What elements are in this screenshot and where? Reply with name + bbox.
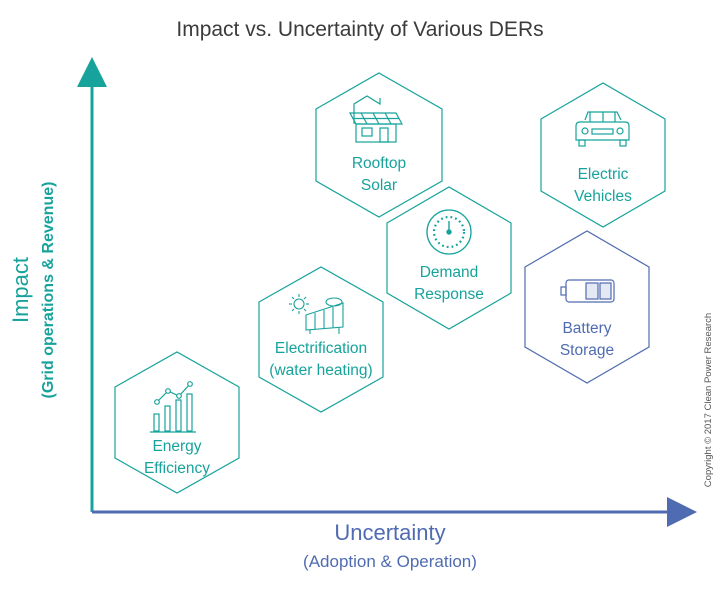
label-line-1: Energy xyxy=(152,438,202,455)
y-axis-subtitle: (Grid operations & Revenue) xyxy=(40,181,57,399)
label-line-1: Battery xyxy=(562,320,612,337)
label-line-1: Electrification xyxy=(274,340,368,357)
x-axis-title: Uncertainty xyxy=(334,520,446,545)
copyright-text: Copyright © 2017 Clean Power Research xyxy=(703,312,714,488)
label-energy-efficiency: Energy Efficiency xyxy=(112,436,242,480)
label-rooftop-solar: Rooftop Solar xyxy=(314,153,444,197)
label-demand-response: Demand Response xyxy=(384,262,514,306)
bar-chart-icon xyxy=(150,381,196,433)
hex-energy-efficiency xyxy=(114,351,240,494)
label-line-2: Solar xyxy=(360,177,398,194)
car-icon xyxy=(575,111,630,147)
label-line-2: Storage xyxy=(559,342,615,359)
label-electrification: Electrification (water heating) xyxy=(256,338,386,382)
diagram-title: Impact vs. Uncertainty of Various DERs xyxy=(176,18,544,41)
label-electric-vehicles: Electric Vehicles xyxy=(538,164,668,208)
label-line-1: Demand xyxy=(419,264,479,281)
label-battery-storage: Battery Storage xyxy=(522,318,652,362)
hex-rooftop-solar xyxy=(315,72,443,218)
hex-demand-response xyxy=(386,186,512,330)
hex-battery-storage xyxy=(524,230,650,384)
gauge-dial-icon xyxy=(426,209,472,255)
house-solar-panel-icon xyxy=(348,95,404,143)
label-line-2: (water heating) xyxy=(269,362,373,379)
hex-electric-vehicles xyxy=(540,82,666,228)
x-axis-subtitle: (Adoption & Operation) xyxy=(303,552,477,571)
label-line-1: Rooftop xyxy=(351,155,407,172)
label-line-2: Efficiency xyxy=(143,460,211,477)
label-line-2: Response xyxy=(414,286,484,303)
y-axis-title: Impact xyxy=(8,256,33,324)
hex-electrification xyxy=(258,266,384,413)
label-line-2: Vehicles xyxy=(574,188,632,205)
battery-icon xyxy=(560,279,615,303)
solar-water-heater-icon xyxy=(289,294,344,334)
label-line-1: Electric xyxy=(577,166,629,183)
